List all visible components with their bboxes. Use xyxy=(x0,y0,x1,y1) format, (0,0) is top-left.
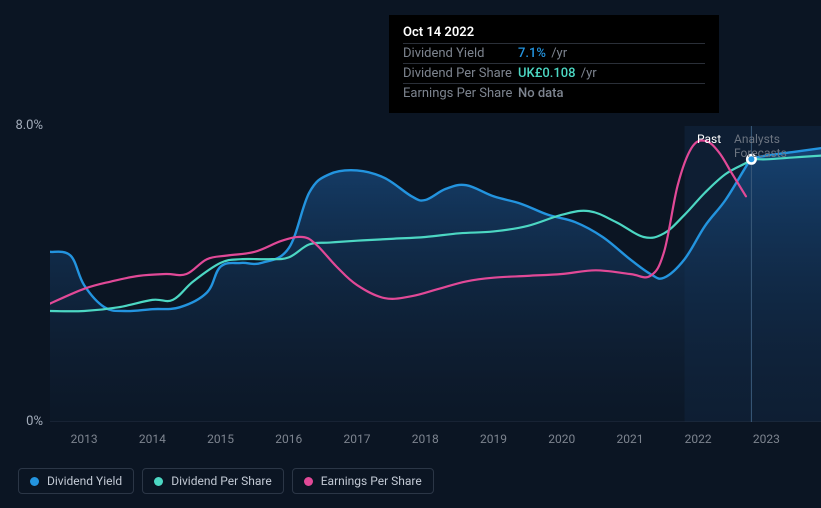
x-axis-label: 2023 xyxy=(753,432,780,446)
legend-label: Dividend Yield xyxy=(47,474,122,488)
y-axis-label: 0% xyxy=(26,414,43,429)
legend-dot-icon xyxy=(30,477,39,486)
x-axis-label: 2013 xyxy=(71,432,98,446)
tooltip-row: Dividend Per ShareUK£0.108 /yr xyxy=(403,63,705,83)
x-axis-label: 2019 xyxy=(480,432,507,446)
x-axis-label: 2017 xyxy=(344,432,371,446)
tooltip-row-label: Dividend Per Share xyxy=(403,66,518,81)
legend-dot-icon xyxy=(304,477,313,486)
period-label: Analysts Forecasts xyxy=(734,132,821,160)
chart-legend: Dividend Yield Dividend Per Share Earnings… xyxy=(18,468,434,494)
chart-tooltip: Oct 14 2022 Dividend Yield7.1% /yrDivide… xyxy=(389,15,719,113)
tooltip-row: Dividend Yield7.1% /yr xyxy=(403,43,705,63)
x-axis-label: 2022 xyxy=(685,432,712,446)
line-chart[interactable] xyxy=(50,126,821,422)
x-axis-label: 2020 xyxy=(548,432,575,446)
legend-item[interactable]: Earnings Per Share xyxy=(292,468,434,494)
period-label: Past xyxy=(697,132,721,146)
legend-item[interactable]: Dividend Per Share xyxy=(142,468,284,494)
legend-label: Dividend Per Share xyxy=(171,474,272,488)
tooltip-row-label: Earnings Per Share xyxy=(403,86,518,101)
tooltip-row-value: No data xyxy=(518,86,564,101)
tooltip-row: Earnings Per ShareNo data xyxy=(403,83,705,103)
legend-dot-icon xyxy=(154,477,163,486)
x-axis-label: 2016 xyxy=(275,432,302,446)
tooltip-date: Oct 14 2022 xyxy=(403,25,705,40)
legend-item[interactable]: Dividend Yield xyxy=(18,468,134,494)
x-axis-label: 2018 xyxy=(412,432,439,446)
x-axis-label: 2014 xyxy=(139,432,166,446)
legend-label: Earnings Per Share xyxy=(321,474,422,488)
y-axis-label: 8.0% xyxy=(15,118,43,133)
x-axis-label: 2015 xyxy=(207,432,234,446)
tooltip-row-value: UK£0.108 /yr xyxy=(518,66,597,81)
tooltip-row-value: 7.1% /yr xyxy=(518,46,567,61)
tooltip-row-label: Dividend Yield xyxy=(403,46,518,61)
x-axis-label: 2021 xyxy=(616,432,643,446)
chart-container: Oct 14 2022 Dividend Yield7.1% /yrDivide… xyxy=(0,0,821,508)
